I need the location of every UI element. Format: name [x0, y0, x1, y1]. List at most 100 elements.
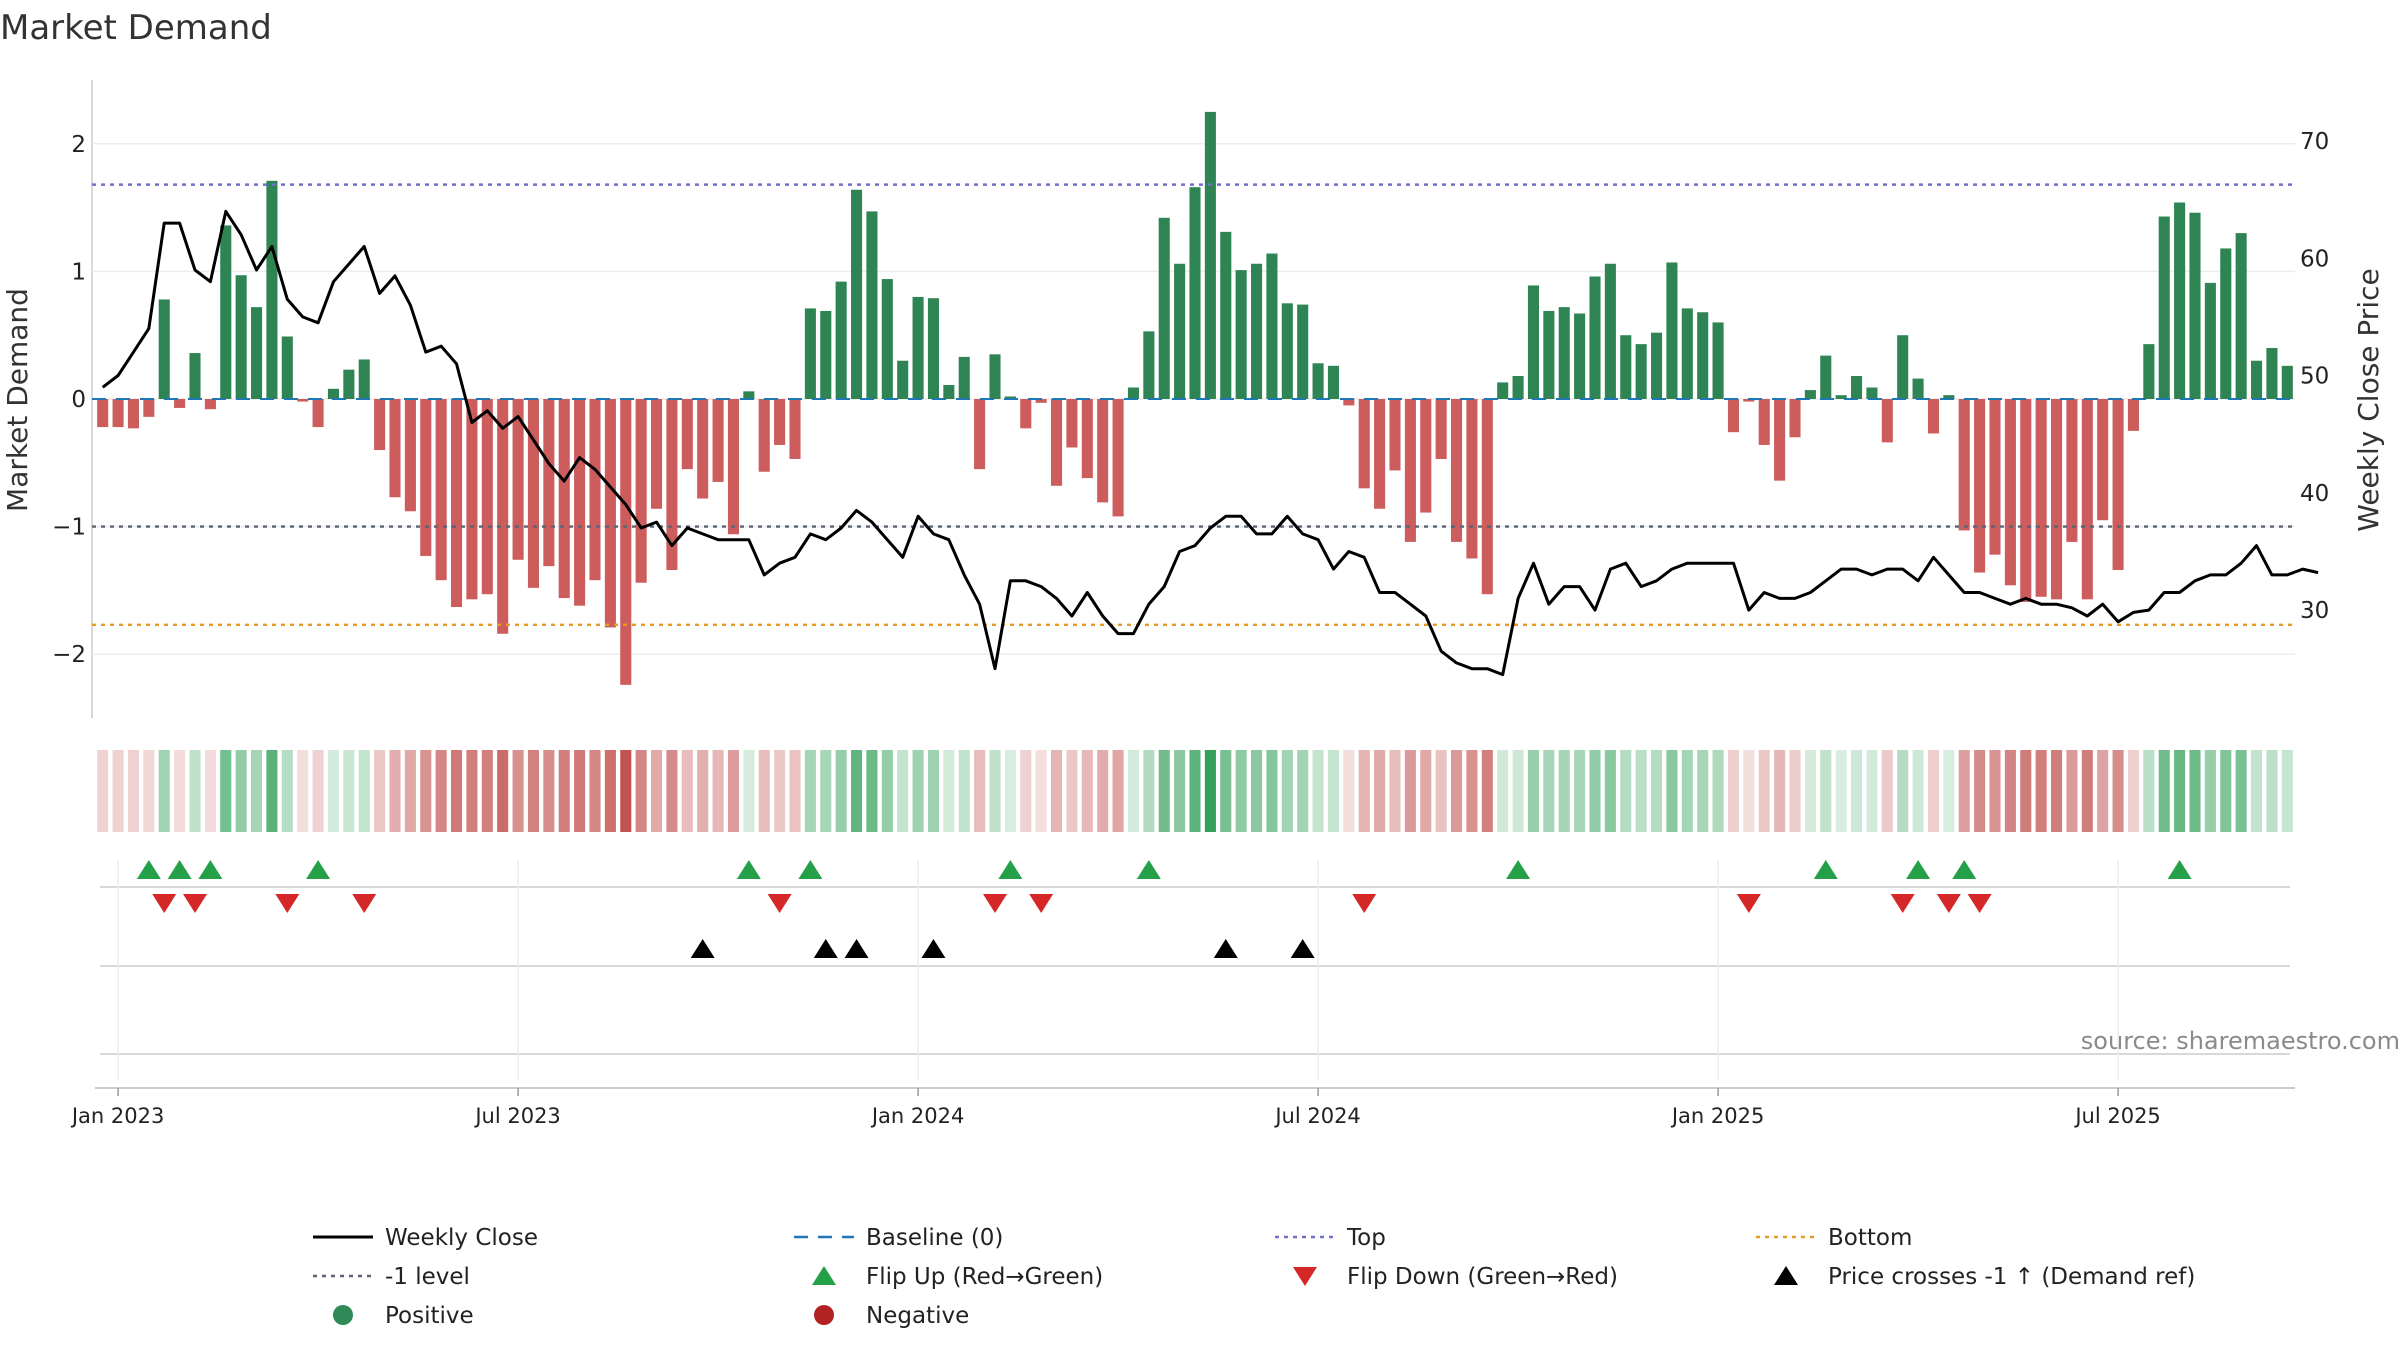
demand-bar: [2051, 399, 2063, 600]
demand-bar: [2281, 365, 2293, 399]
heat-cell: [1435, 750, 1447, 832]
heat-cell: [1774, 750, 1786, 832]
price-cross-marker: [1290, 939, 1315, 958]
heat-cell: [1127, 750, 1139, 832]
heat-cell: [1835, 750, 1847, 832]
demand-bar: [97, 399, 109, 428]
legend-label: Price crosses -1 ↑ (Demand ref): [1828, 1264, 2195, 1290]
demand-bar: [1481, 399, 1493, 595]
legend-label: Flip Up (Red→Green): [866, 1264, 1103, 1290]
heat-cell: [158, 750, 170, 832]
flip-up-marker: [306, 860, 331, 879]
demand-bar: [174, 399, 186, 408]
heat-cell: [1358, 750, 1370, 832]
heat-cell: [1927, 750, 1939, 832]
heat-cell: [2004, 750, 2016, 832]
demand-bar: [1789, 399, 1801, 438]
demand-bar: [1866, 387, 1878, 399]
heat-cell: [266, 750, 278, 832]
demand-bar: [1681, 308, 1693, 399]
demand-bar: [866, 211, 878, 399]
y2-tick-label: 40: [2300, 481, 2329, 507]
heat-cell: [897, 750, 909, 832]
demand-bar: [204, 399, 216, 410]
demand-bar: [1435, 399, 1447, 459]
heat-cell: [712, 750, 724, 832]
heat-cell: [1758, 750, 1770, 832]
demand-bar: [1343, 399, 1355, 406]
y-tick-label: 1: [71, 259, 86, 285]
signal-markers: [100, 860, 2290, 1080]
demand-bar: [497, 399, 509, 634]
price-cross-marker: [921, 939, 946, 958]
demand-bar: [1820, 355, 1832, 399]
demand-bar: [1451, 399, 1463, 542]
demand-bar: [2235, 233, 2247, 399]
heat-cell: [758, 750, 770, 832]
demand-bar: [989, 354, 1001, 399]
demand-bar: [2174, 202, 2186, 399]
heat-cell: [189, 750, 201, 832]
heat-cell: [1989, 750, 2001, 832]
legend-label: Bottom: [1828, 1225, 1912, 1251]
demand-bar: [1035, 399, 1047, 403]
demand-bar: [251, 307, 263, 399]
flip-down-marker: [152, 894, 177, 913]
heat-cell: [1020, 750, 1032, 832]
heat-cell: [2081, 750, 2093, 832]
demand-bar: [804, 308, 816, 399]
demand-bar: [589, 399, 601, 581]
heat-cell: [1820, 750, 1832, 832]
flip-down-marker: [983, 894, 1007, 913]
x-tick-label: Jul 2025: [2073, 1104, 2160, 1128]
demand-bar: [1543, 310, 1555, 399]
legend-item: Negative: [814, 1303, 969, 1329]
demand-bar: [974, 399, 986, 470]
demand-bar: [2081, 399, 2093, 600]
flip-down-marker: [275, 894, 300, 913]
demand-bar: [1743, 399, 1755, 402]
heat-cell: [1635, 750, 1647, 832]
heat-cell: [1143, 750, 1155, 832]
legend-item: Price crosses -1 ↑ (Demand ref): [1774, 1264, 2195, 1290]
heat-cell: [220, 750, 232, 832]
heat-cell: [2266, 750, 2278, 832]
heat-cell: [1804, 750, 1816, 832]
heat-cell: [989, 750, 1001, 832]
flip-up-marker: [1906, 860, 1931, 879]
flip-up-marker: [1952, 860, 1977, 879]
demand-bar: [943, 384, 955, 399]
legend-item: Positive: [333, 1303, 474, 1329]
demand-bar: [1635, 344, 1647, 399]
legend-label: Positive: [385, 1303, 474, 1329]
heat-cell: [543, 750, 555, 832]
demand-bar: [1297, 304, 1309, 399]
demand-bar: [1497, 382, 1509, 399]
heat-cell: [2158, 750, 2170, 832]
demand-bar: [1604, 263, 1616, 399]
heat-cell: [1281, 750, 1293, 832]
x-tick-label: Jul 2024: [1273, 1104, 1360, 1128]
demand-bar: [2204, 282, 2216, 399]
heat-cell: [527, 750, 539, 832]
demand-bar: [835, 281, 847, 399]
heat-cell: [497, 750, 509, 832]
legend-item: Bottom: [1756, 1225, 1912, 1251]
heat-cell: [820, 750, 832, 832]
legend-item: Flip Down (Green→Red): [1293, 1264, 1618, 1290]
demand-bar: [1897, 335, 1909, 399]
heat-cell: [1297, 750, 1309, 832]
heat-cell: [2112, 750, 2124, 832]
heat-cell: [1912, 750, 1924, 832]
chart-title: Market Demand: [0, 8, 272, 48]
demand-bar: [158, 299, 170, 399]
heat-cell: [358, 750, 370, 832]
heat-cell: [1651, 750, 1663, 832]
demand-bar: [1804, 390, 1816, 399]
heat-cell: [2143, 750, 2155, 832]
legend-label: -1 level: [385, 1264, 470, 1290]
heat-cell: [1866, 750, 1878, 832]
demand-bar: [1697, 312, 1709, 399]
demand-bar: [1066, 399, 1078, 448]
